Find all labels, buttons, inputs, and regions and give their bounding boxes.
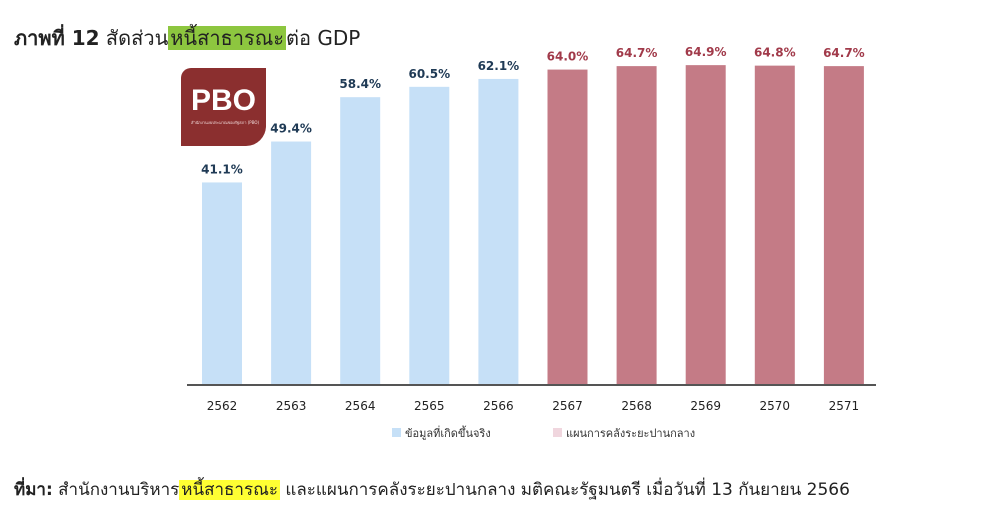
legend-label-1: ข้อมูลที่เกิดขึ้นจริง (405, 425, 491, 440)
bar-2562 (202, 182, 242, 385)
x-tick-2566: 2566 (483, 399, 514, 413)
legend-label-2: แผนการคลังระยะปานกลาง (566, 427, 695, 440)
title-highlight: หนี้สาธารณะ (168, 26, 287, 50)
bar-2564 (340, 97, 381, 386)
x-tick-2564: 2564 (345, 399, 376, 413)
x-tick-2570: 2570 (760, 399, 791, 413)
data-label-2568: 64.7% (616, 46, 658, 60)
bar-2568 (616, 66, 657, 385)
data-label-2562: 41.1% (201, 162, 243, 176)
title-suffix: ต่อ GDP (286, 26, 361, 50)
source-text-end: และแผนการคลังระยะปานกลาง มติคณะรัฐมนตรี … (280, 480, 850, 500)
x-tick-2568: 2568 (621, 399, 652, 413)
bar-2567 (547, 69, 588, 386)
source-label: ที่มา: (14, 480, 53, 500)
data-label-2566: 62.1% (478, 59, 520, 73)
figure-title: ภาพที่ 12 สัดส่วน หนี้สาธารณะ ต่อ GDP (14, 24, 360, 52)
x-tick-2571: 2571 (829, 399, 860, 413)
source-highlight: หนี้สาธารณะ (179, 480, 280, 500)
x-tick-2567: 2567 (552, 399, 583, 413)
bar-2563 (271, 141, 312, 385)
x-tick-2569: 2569 (690, 399, 721, 413)
legend-swatch-2 (553, 428, 562, 437)
title-text: สัดส่วน (99, 26, 169, 50)
data-label-2567: 64.0% (547, 50, 589, 64)
figure-number: ภาพที่ 12 (14, 26, 100, 50)
bar-2570 (754, 65, 795, 385)
x-tick-2565: 2565 (414, 399, 445, 413)
x-tick-2562: 2562 (207, 399, 238, 413)
data-label-2570: 64.8% (754, 46, 796, 60)
source-text: สำนักงานบริหาร (52, 480, 180, 500)
legend-swatch-1 (392, 428, 401, 437)
bar-2571 (823, 66, 864, 385)
bar-2565 (409, 86, 450, 386)
source-note: ที่มา: สำนักงานบริหาร หนี้สาธารณะ และแผนก… (14, 477, 850, 503)
data-label-2565: 60.5% (408, 67, 450, 81)
data-label-2571: 64.7% (823, 46, 865, 60)
data-label-2563: 49.4% (270, 122, 312, 136)
pbo-logo: PBO สำนักงานงบประมาณของรัฐสภา (PBO) (181, 68, 266, 146)
data-label-2564: 58.4% (339, 77, 381, 91)
bar-2566 (478, 78, 519, 385)
logo-subtext: สำนักงานงบประมาณของรัฐสภา (PBO) (191, 120, 260, 125)
x-tick-2563: 2563 (276, 399, 307, 413)
logo-text: PBO (191, 84, 256, 117)
bar-2569 (685, 65, 726, 385)
data-label-2569: 64.9% (685, 45, 727, 59)
